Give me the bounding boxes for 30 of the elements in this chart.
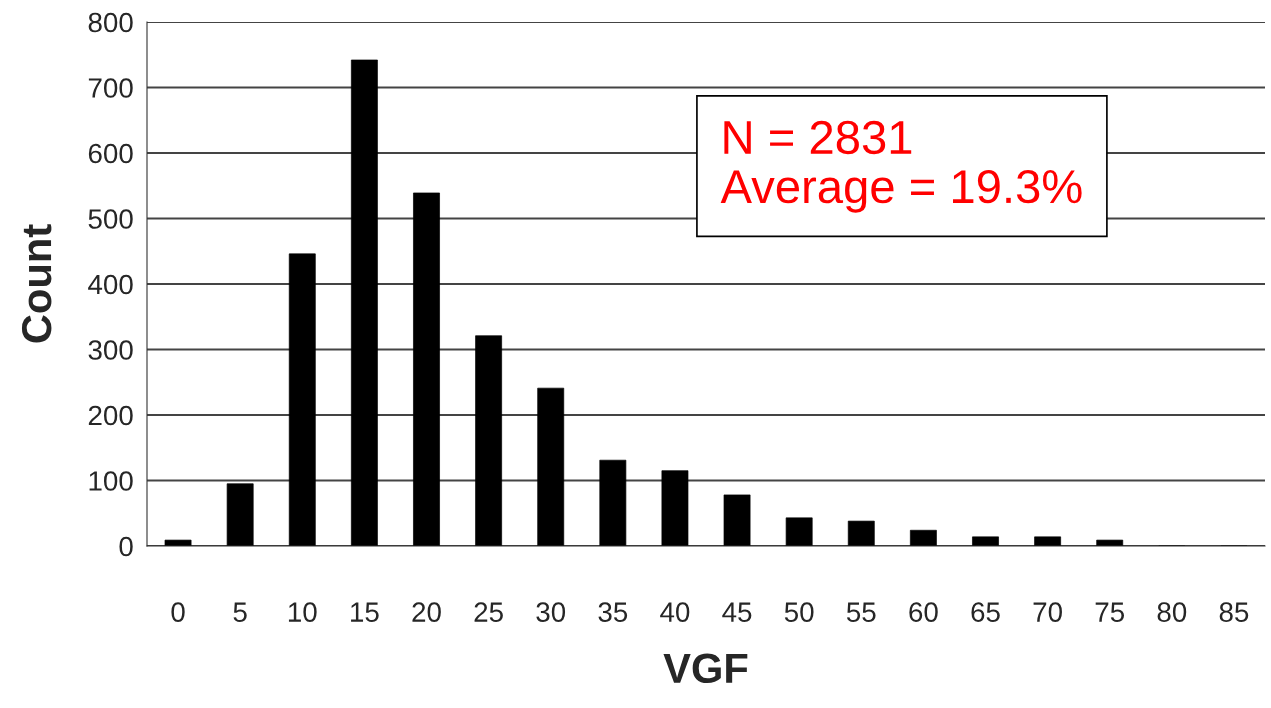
x-tick-label: 20: [412, 602, 441, 622]
x-tick-label: 10: [288, 602, 317, 622]
y-axis-title: Count: [21, 224, 52, 343]
x-tick-label: 25: [474, 602, 503, 622]
x-tick-label: 75: [1095, 602, 1125, 622]
x-tick-label: 70: [1033, 602, 1062, 622]
y-tick-label: 100: [89, 471, 133, 491]
y-tick-label: 300: [88, 340, 133, 360]
x-tick-label: 65: [971, 602, 1000, 622]
y-tick-label: 0: [119, 536, 133, 557]
x-tick-label: 35: [598, 602, 628, 622]
x-tick-label: 55: [846, 602, 876, 622]
y-tick-label: 600: [88, 143, 133, 164]
y-tick-label: 700: [88, 78, 133, 98]
y-tick-label: 400: [88, 274, 133, 295]
x-tick-label: 5: [233, 602, 247, 622]
annotation: N = 2831 Average = 19.3%: [720, 120, 1082, 213]
x-tick-label: 30: [536, 602, 566, 622]
x-tick-label: 15: [351, 602, 379, 622]
y-tick-label: 800: [88, 12, 133, 33]
x-axis-title: VGF: [663, 653, 748, 684]
y-tick-label: 500: [88, 209, 133, 229]
x-tick-label: 85: [1219, 602, 1249, 622]
y-tick-label: 200: [88, 405, 133, 426]
x-tick-label: 50: [784, 602, 814, 622]
x-tick-label: 45: [722, 602, 752, 622]
x-tick-label: 60: [909, 602, 938, 622]
x-tick-label: 40: [660, 602, 690, 622]
x-tick-label: 80: [1157, 602, 1187, 622]
x-tick-label: 0: [171, 602, 185, 622]
